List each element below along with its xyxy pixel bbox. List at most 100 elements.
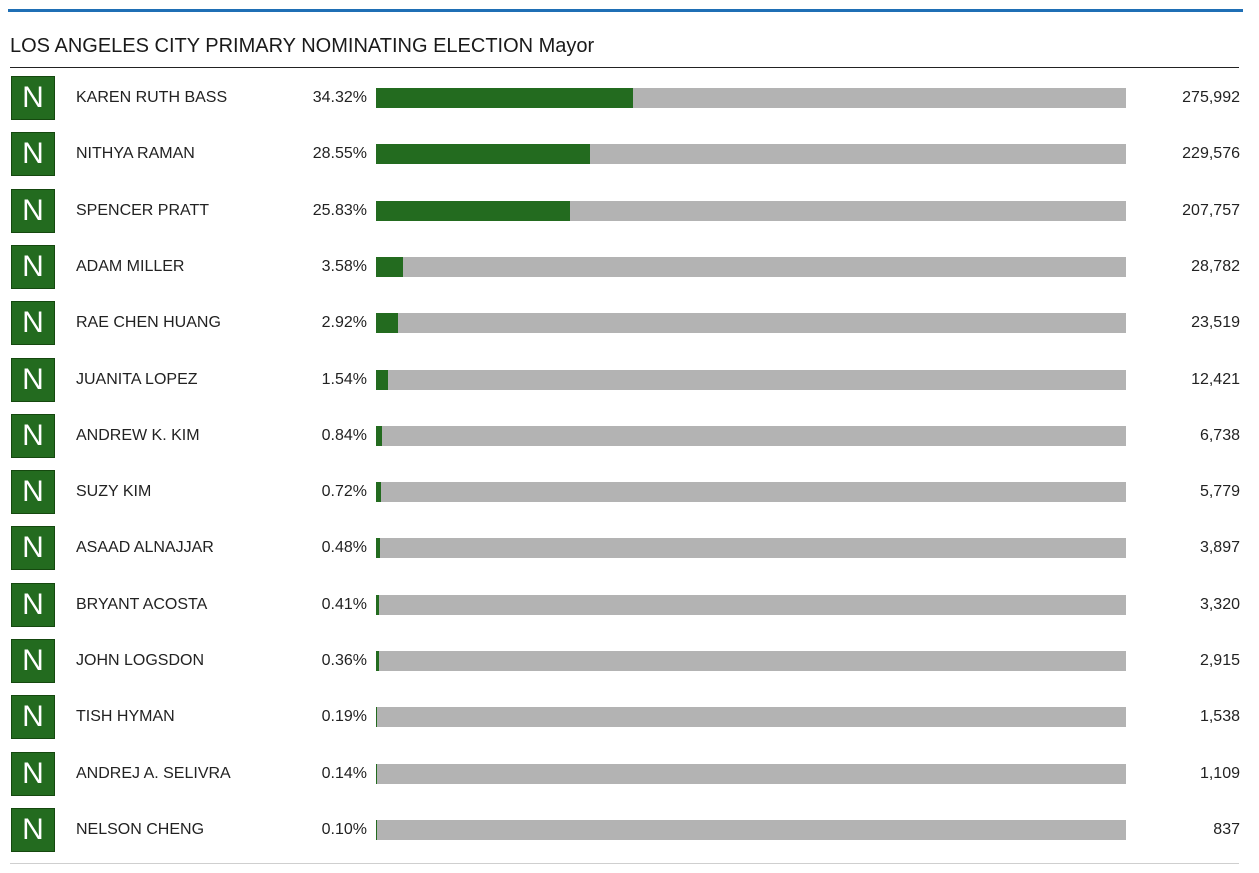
candidate-name: NELSON CHENG bbox=[76, 821, 205, 838]
candidate-row: N KAREN RUTH BASS 34.32% 275,992 bbox=[0, 76, 1259, 132]
candidate-name: NITHYA RAMAN bbox=[76, 145, 195, 162]
percent-bar-track bbox=[376, 482, 1126, 502]
percent-bar-track bbox=[376, 201, 1126, 221]
percent-bar-fill bbox=[376, 257, 403, 277]
candidate-row: N ANDREJ A. SELIVRA 0.14% 1,109 bbox=[0, 752, 1259, 808]
vote-count: 229,576 bbox=[1182, 145, 1240, 162]
candidate-row: N SUZY KIM 0.72% 5,779 bbox=[0, 470, 1259, 526]
nonpartisan-badge: N bbox=[11, 358, 55, 402]
percent-bar-track bbox=[376, 651, 1126, 671]
vote-percent: 2.92% bbox=[321, 314, 367, 331]
percent-bar-track bbox=[376, 595, 1126, 615]
candidate-name: SUZY KIM bbox=[76, 483, 152, 500]
candidate-row: N ADAM MILLER 3.58% 28,782 bbox=[0, 245, 1259, 301]
percent-bar-track bbox=[376, 764, 1126, 784]
nonpartisan-badge: N bbox=[11, 301, 55, 345]
vote-count: 6,738 bbox=[1199, 427, 1240, 444]
vote-percent: 34.32% bbox=[312, 89, 367, 106]
vote-count: 1,109 bbox=[1199, 765, 1240, 782]
percent-bar-fill bbox=[376, 595, 380, 615]
candidate-row: N RAE CHEN HUANG 2.92% 23,519 bbox=[0, 301, 1259, 357]
candidate-name: BRYANT ACOSTA bbox=[76, 596, 208, 613]
percent-bar-fill bbox=[376, 88, 634, 108]
percent-bar-fill bbox=[376, 144, 591, 164]
nonpartisan-badge: N bbox=[11, 245, 55, 289]
percent-bar-track bbox=[376, 313, 1126, 333]
candidate-name: ASAAD ALNAJJAR bbox=[76, 539, 214, 556]
candidate-row: N NELSON CHENG 0.10% 837 bbox=[0, 808, 1259, 864]
percent-bar-track bbox=[376, 88, 1126, 108]
candidate-name: ANDREJ A. SELIVRA bbox=[76, 765, 231, 782]
vote-percent: 0.41% bbox=[321, 596, 367, 613]
nonpartisan-badge: N bbox=[11, 526, 55, 570]
percent-bar-track bbox=[376, 538, 1126, 558]
nonpartisan-badge: N bbox=[11, 414, 55, 458]
race-title: LOS ANGELES CITY PRIMARY NOMINATING ELEC… bbox=[10, 35, 595, 57]
vote-count: 23,519 bbox=[1191, 314, 1240, 331]
percent-bar-fill bbox=[376, 651, 379, 671]
candidate-row: N JOHN LOGSDON 0.36% 2,915 bbox=[0, 639, 1259, 695]
candidate-name: ANDREW K. KIM bbox=[76, 427, 200, 444]
percent-bar-fill bbox=[376, 707, 378, 727]
nonpartisan-badge: N bbox=[11, 695, 55, 739]
candidate-name: ADAM MILLER bbox=[76, 258, 185, 275]
percent-bar-fill bbox=[376, 764, 378, 784]
candidate-row: N TISH HYMAN 0.19% 1,538 bbox=[0, 695, 1259, 751]
percent-bar-track bbox=[376, 426, 1126, 446]
top-accent-rule bbox=[8, 9, 1243, 12]
percent-bar-track bbox=[376, 144, 1126, 164]
percent-bar-fill bbox=[376, 820, 377, 840]
vote-count: 837 bbox=[1213, 821, 1240, 838]
candidate-row: N NITHYA RAMAN 28.55% 229,576 bbox=[0, 132, 1259, 188]
percent-bar-fill bbox=[376, 201, 570, 221]
percent-bar-track bbox=[376, 370, 1126, 390]
vote-percent: 0.84% bbox=[321, 427, 367, 444]
vote-percent: 25.83% bbox=[312, 202, 367, 219]
candidate-name: RAE CHEN HUANG bbox=[76, 314, 221, 331]
percent-bar-track bbox=[376, 707, 1126, 727]
percent-bar-track bbox=[376, 257, 1126, 277]
vote-count: 3,897 bbox=[1199, 539, 1240, 556]
vote-percent: 0.48% bbox=[321, 539, 367, 556]
candidate-name: SPENCER PRATT bbox=[76, 202, 210, 219]
vote-percent: 1.54% bbox=[321, 371, 367, 388]
title-divider bbox=[10, 67, 1239, 68]
vote-percent: 3.58% bbox=[321, 258, 367, 275]
percent-bar-fill bbox=[376, 313, 398, 333]
nonpartisan-badge: N bbox=[11, 470, 55, 514]
vote-percent: 0.14% bbox=[321, 765, 367, 782]
vote-percent: 0.19% bbox=[321, 708, 367, 725]
vote-percent: 28.55% bbox=[312, 145, 367, 162]
vote-count: 5,779 bbox=[1199, 483, 1240, 500]
candidate-row: N ASAAD ALNAJJAR 0.48% 3,897 bbox=[0, 526, 1259, 582]
vote-count: 12,421 bbox=[1191, 371, 1240, 388]
vote-count: 275,992 bbox=[1182, 89, 1240, 106]
percent-bar-fill bbox=[376, 538, 380, 558]
vote-count: 2,915 bbox=[1199, 652, 1240, 669]
percent-bar-track bbox=[376, 820, 1126, 840]
candidate-row: N ANDREW K. KIM 0.84% 6,738 bbox=[0, 414, 1259, 470]
candidate-row: N SPENCER PRATT 25.83% 207,757 bbox=[0, 189, 1259, 245]
nonpartisan-badge: N bbox=[11, 189, 55, 233]
vote-count: 1,538 bbox=[1199, 708, 1240, 725]
nonpartisan-badge: N bbox=[11, 639, 55, 683]
candidate-name: KAREN RUTH BASS bbox=[76, 89, 228, 106]
nonpartisan-badge: N bbox=[11, 76, 55, 120]
nonpartisan-badge: N bbox=[11, 583, 55, 627]
nonpartisan-badge: N bbox=[11, 752, 55, 796]
vote-count: 207,757 bbox=[1182, 202, 1240, 219]
percent-bar-fill bbox=[376, 482, 382, 502]
percent-bar-fill bbox=[376, 426, 383, 446]
vote-percent: 0.10% bbox=[321, 821, 367, 838]
candidate-row: N BRYANT ACOSTA 0.41% 3,320 bbox=[0, 583, 1259, 639]
vote-count: 3,320 bbox=[1199, 596, 1240, 613]
vote-percent: 0.36% bbox=[321, 652, 367, 669]
candidate-name: JOHN LOGSDON bbox=[76, 652, 205, 669]
bottom-divider bbox=[10, 863, 1239, 864]
nonpartisan-badge: N bbox=[11, 132, 55, 176]
candidate-row: N JUANITA LOPEZ 1.54% 12,421 bbox=[0, 358, 1259, 414]
vote-percent: 0.72% bbox=[321, 483, 367, 500]
percent-bar-fill bbox=[376, 370, 388, 390]
candidate-name: JUANITA LOPEZ bbox=[76, 371, 198, 388]
